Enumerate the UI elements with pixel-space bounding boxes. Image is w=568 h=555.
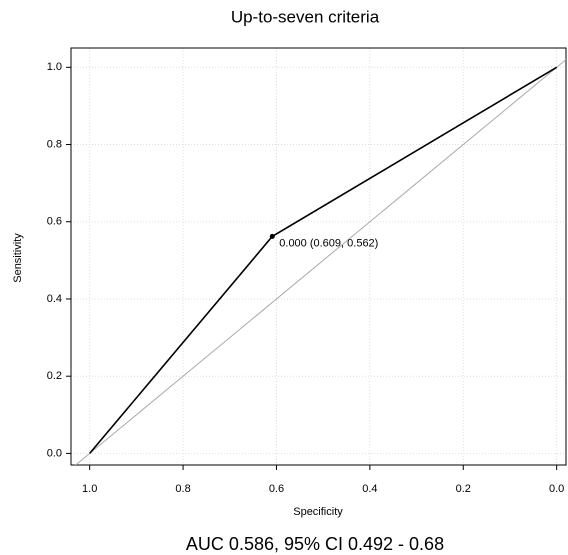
reference-diagonal bbox=[74, 59, 566, 465]
y-tick-label: 0.4 bbox=[47, 293, 62, 305]
y-axis-label: Sensitivity bbox=[12, 233, 24, 283]
y-tick-label: 1.0 bbox=[47, 61, 62, 73]
y-tick-label: 0.8 bbox=[47, 138, 62, 150]
y-tick-label: 0.2 bbox=[47, 370, 62, 382]
x-tick-label: 0.0 bbox=[549, 483, 564, 495]
threshold-point bbox=[269, 233, 275, 239]
x-axis-label: Specificity bbox=[293, 506, 343, 518]
chart-title: Up-to-seven criteria bbox=[231, 7, 380, 26]
y-tick-label: 0.0 bbox=[47, 447, 62, 459]
x-tick-label: 0.2 bbox=[456, 483, 471, 495]
x-tick-label: 1.0 bbox=[82, 483, 97, 495]
plot-frame bbox=[70, 47, 567, 466]
x-tick-label: 0.4 bbox=[362, 483, 377, 495]
y-tick-label: 0.6 bbox=[47, 216, 62, 228]
caption: AUC 0.586, 95% CI 0.492 - 0.68 bbox=[186, 534, 444, 554]
x-tick-label: 0.6 bbox=[269, 483, 284, 495]
x-tick-label: 0.8 bbox=[175, 483, 190, 495]
threshold-label: 0.000 (0.609, 0.562) bbox=[279, 237, 378, 249]
